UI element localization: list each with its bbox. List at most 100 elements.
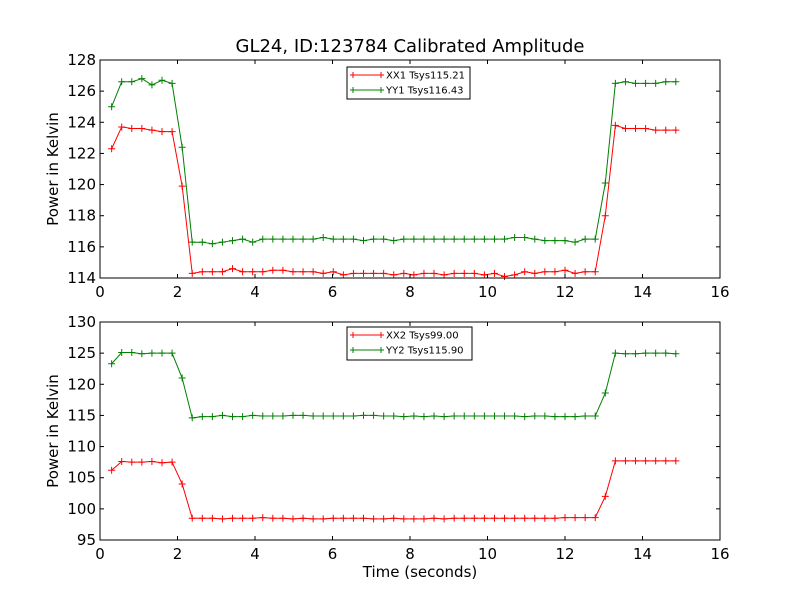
legend-label: YY2 Tsys115.90 (385, 346, 464, 357)
data-point (269, 266, 277, 274)
data-point (621, 78, 629, 86)
data-point (460, 412, 468, 420)
data-point (299, 411, 307, 419)
data-point (430, 235, 438, 243)
y-tick-label: 122 (67, 144, 96, 162)
data-point (380, 235, 388, 243)
data-point (581, 412, 589, 420)
x-tick-label: 6 (328, 283, 338, 301)
data-point (672, 78, 680, 86)
data-point (218, 411, 226, 419)
data-point (470, 269, 478, 277)
data-point (178, 143, 186, 151)
data-point (470, 235, 478, 243)
data-point (551, 413, 559, 421)
legend-marker (378, 347, 384, 353)
data-point (339, 271, 347, 279)
data-point (289, 268, 297, 276)
data-point (561, 237, 569, 245)
data-point (480, 514, 488, 522)
data-point (108, 145, 116, 153)
data-point (370, 269, 378, 277)
data-point (289, 235, 297, 243)
data-point (531, 514, 539, 522)
data-point (319, 515, 327, 523)
data-point (299, 268, 307, 276)
data-point (118, 458, 126, 466)
legend-label: YY1 Tsys116.43 (385, 86, 464, 97)
data-point (269, 412, 277, 420)
data-point (319, 269, 327, 277)
data-point (450, 412, 458, 420)
data-point (249, 268, 257, 276)
legend-marker (378, 72, 384, 78)
data-point (339, 412, 347, 420)
data-point (611, 79, 619, 87)
data-point (208, 514, 216, 522)
data-point (672, 350, 680, 358)
data-point (420, 413, 428, 421)
data-point (128, 458, 136, 466)
data-point (551, 268, 559, 276)
x-tick-label: 12 (555, 283, 574, 301)
x-tick-label: 8 (405, 283, 415, 301)
data-point (188, 514, 196, 522)
data-point (259, 235, 267, 243)
data-point (249, 514, 257, 522)
data-point (349, 269, 357, 277)
data-point (148, 126, 156, 134)
data-point (460, 514, 468, 522)
y-tick-label: 125 (67, 344, 96, 362)
data-point (521, 268, 529, 276)
data-point (410, 271, 418, 279)
data-point (188, 269, 196, 277)
top-panel: 0 2 4 6 8 10 12 14 16 114 116 118 120 122 124 126 128 Pow… (44, 51, 730, 301)
data-point (581, 235, 589, 243)
data-point (360, 411, 367, 419)
data-point (229, 237, 237, 245)
data-point (279, 235, 287, 243)
data-point (370, 515, 378, 523)
data-point (430, 514, 438, 522)
y-tick-label: 110 (67, 438, 96, 456)
data-point (208, 268, 216, 276)
data-point (662, 457, 670, 465)
y-tick-label: 128 (67, 51, 96, 69)
data-point (279, 266, 287, 274)
x-tick-label: 14 (633, 283, 652, 301)
data-point (652, 349, 660, 357)
legend-marker (350, 72, 356, 78)
data-point (309, 268, 317, 276)
y-tick-label: 124 (67, 113, 96, 131)
y-tick-label: 126 (67, 82, 96, 100)
data-point (158, 76, 166, 84)
data-point (239, 235, 247, 243)
bottom-panel: 0 2 4 6 8 10 12 14 16 95 100 105 110 115 120 125 130 Powe… (44, 313, 730, 581)
data-point (591, 235, 599, 243)
data-point (319, 234, 327, 242)
data-point (511, 234, 519, 242)
data-point (349, 412, 357, 420)
data-point (239, 514, 247, 522)
data-point (329, 235, 337, 243)
data-point (299, 514, 307, 522)
y-tick-label: 114 (67, 269, 96, 287)
data-point (571, 238, 579, 246)
data-point (208, 240, 216, 248)
x-tick-label: 14 (633, 545, 652, 563)
data-point (531, 269, 539, 277)
data-point (229, 265, 237, 273)
x-tick-label: 0 (95, 283, 105, 301)
legend-box (346, 66, 471, 100)
data-point (158, 349, 166, 357)
data-point (561, 413, 569, 421)
data-point (642, 125, 650, 133)
data-point (229, 514, 237, 522)
data-point (571, 269, 579, 277)
data-point (370, 235, 378, 243)
data-point (198, 268, 206, 276)
data-point (400, 413, 408, 421)
data-point (410, 412, 418, 420)
data-point (621, 125, 629, 133)
